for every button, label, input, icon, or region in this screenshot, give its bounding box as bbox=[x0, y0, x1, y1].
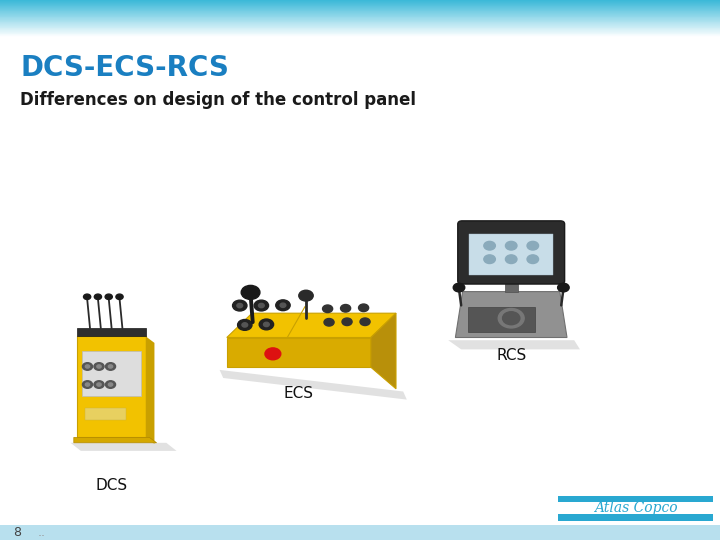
FancyBboxPatch shape bbox=[82, 350, 142, 396]
Polygon shape bbox=[73, 437, 157, 443]
Circle shape bbox=[258, 303, 264, 308]
Circle shape bbox=[105, 363, 115, 370]
Circle shape bbox=[82, 381, 93, 388]
Circle shape bbox=[503, 312, 520, 325]
FancyBboxPatch shape bbox=[468, 307, 535, 332]
Circle shape bbox=[527, 255, 539, 264]
Text: Atlas Copco: Atlas Copco bbox=[593, 501, 678, 515]
Polygon shape bbox=[220, 370, 407, 400]
Circle shape bbox=[505, 255, 517, 264]
Text: RCS: RCS bbox=[496, 348, 526, 363]
Circle shape bbox=[359, 304, 369, 312]
Circle shape bbox=[527, 241, 539, 250]
Circle shape bbox=[108, 383, 112, 386]
Circle shape bbox=[259, 319, 274, 330]
Circle shape bbox=[299, 291, 313, 301]
Circle shape bbox=[241, 285, 260, 300]
Circle shape bbox=[97, 383, 101, 386]
Circle shape bbox=[264, 322, 269, 327]
Circle shape bbox=[84, 294, 91, 300]
Circle shape bbox=[498, 308, 524, 328]
Circle shape bbox=[280, 303, 286, 307]
Circle shape bbox=[94, 363, 104, 370]
Circle shape bbox=[85, 365, 89, 368]
Circle shape bbox=[276, 300, 290, 310]
Circle shape bbox=[454, 283, 465, 292]
Circle shape bbox=[238, 320, 252, 330]
Circle shape bbox=[484, 241, 495, 250]
Text: DCS-ECS-RCS: DCS-ECS-RCS bbox=[20, 53, 229, 82]
Circle shape bbox=[82, 363, 93, 370]
Polygon shape bbox=[227, 313, 396, 338]
Circle shape bbox=[94, 294, 102, 300]
Circle shape bbox=[265, 348, 281, 360]
FancyBboxPatch shape bbox=[469, 234, 553, 275]
Text: ECS: ECS bbox=[284, 386, 314, 401]
Polygon shape bbox=[455, 292, 567, 338]
Circle shape bbox=[108, 365, 112, 368]
Circle shape bbox=[116, 294, 123, 300]
Circle shape bbox=[341, 305, 351, 312]
Circle shape bbox=[324, 319, 334, 326]
Circle shape bbox=[484, 255, 495, 264]
Circle shape bbox=[505, 241, 517, 250]
FancyBboxPatch shape bbox=[458, 221, 564, 284]
Circle shape bbox=[85, 383, 89, 386]
Circle shape bbox=[254, 300, 269, 311]
Circle shape bbox=[557, 283, 569, 292]
Circle shape bbox=[323, 305, 333, 313]
Polygon shape bbox=[227, 338, 371, 367]
FancyBboxPatch shape bbox=[78, 328, 145, 336]
Circle shape bbox=[237, 303, 243, 308]
Polygon shape bbox=[448, 340, 580, 349]
Text: 8: 8 bbox=[13, 526, 21, 539]
FancyBboxPatch shape bbox=[85, 408, 125, 420]
Polygon shape bbox=[71, 443, 176, 451]
Circle shape bbox=[105, 381, 115, 388]
FancyBboxPatch shape bbox=[78, 336, 145, 437]
Circle shape bbox=[233, 300, 247, 311]
Circle shape bbox=[94, 381, 104, 388]
Text: Differences on design of the control panel: Differences on design of the control pan… bbox=[20, 91, 416, 109]
Circle shape bbox=[242, 323, 248, 327]
Polygon shape bbox=[145, 336, 155, 444]
Circle shape bbox=[360, 318, 370, 326]
Circle shape bbox=[97, 365, 101, 368]
Text: DCS: DCS bbox=[96, 478, 127, 493]
Polygon shape bbox=[371, 313, 396, 389]
Circle shape bbox=[105, 294, 112, 300]
Circle shape bbox=[342, 318, 352, 326]
Text: ..: .. bbox=[37, 526, 45, 539]
FancyBboxPatch shape bbox=[505, 278, 518, 292]
